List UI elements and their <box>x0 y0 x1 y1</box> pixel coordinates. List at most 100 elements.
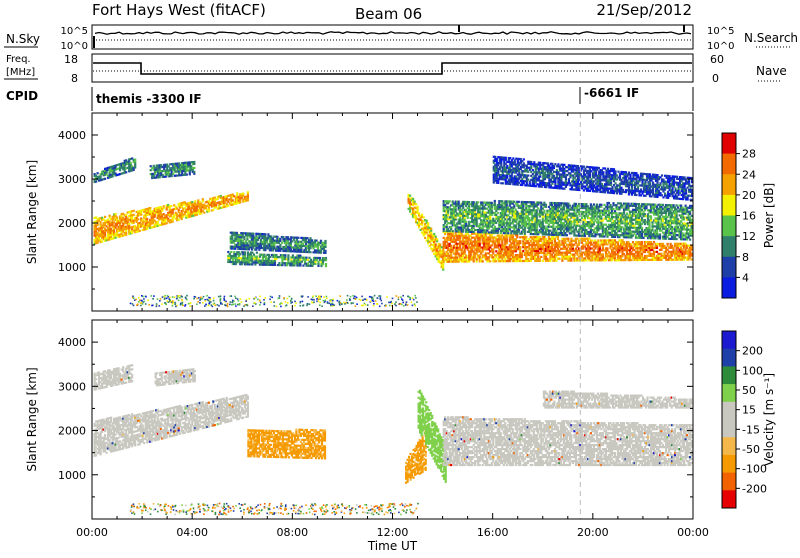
power-pixel <box>273 244 275 246</box>
power-pixel <box>551 204 553 206</box>
power-pixel <box>641 243 643 245</box>
power-pixel <box>623 253 625 255</box>
power-pixel <box>479 239 481 241</box>
power-pixel <box>473 260 475 262</box>
power-pixel <box>575 227 577 229</box>
power-pixel <box>606 243 608 245</box>
power-pixel <box>539 236 541 238</box>
power-pixel <box>494 204 496 206</box>
power-pixel <box>506 238 508 240</box>
power-pixel <box>130 162 132 164</box>
power-pixel <box>446 216 448 218</box>
power-pixel <box>570 238 572 240</box>
power-pixel <box>483 219 485 221</box>
power-pixel <box>247 195 249 197</box>
power-pixel <box>563 206 565 208</box>
power-pixel <box>518 223 520 225</box>
power-pixel <box>467 241 469 243</box>
power-pixel <box>573 244 575 246</box>
power-pixel <box>491 206 493 208</box>
power-pixel <box>543 236 545 238</box>
power-pixel <box>576 254 578 256</box>
power-pixel <box>650 241 652 243</box>
power-pixel <box>125 232 127 234</box>
power-pixel <box>605 218 607 220</box>
power-pixel <box>608 210 610 212</box>
power-pixel <box>543 212 545 214</box>
power-pixel <box>525 203 527 205</box>
power-pixel <box>250 253 252 255</box>
power-pixel <box>546 212 548 214</box>
power-pixel <box>442 269 444 271</box>
power-pixel <box>455 207 457 209</box>
power-pixel <box>623 241 625 243</box>
power-pixel <box>605 228 607 230</box>
power-pixel <box>594 219 596 221</box>
power-pixel <box>581 231 583 233</box>
power-pixel <box>573 209 575 211</box>
power-pixel <box>310 259 312 261</box>
power-pixel <box>609 247 611 249</box>
power-pixel <box>651 249 653 251</box>
power-pixel <box>570 224 572 226</box>
power-pixel <box>593 217 595 219</box>
power-pixel <box>476 203 478 205</box>
power-pixel <box>608 216 610 218</box>
power-pixel <box>486 220 488 222</box>
power-pixel <box>202 198 204 200</box>
power-pixel <box>479 217 481 219</box>
power-pixel <box>572 248 574 250</box>
power-pixel <box>235 255 237 257</box>
power-pixel <box>452 249 454 251</box>
power-pixel <box>519 242 521 244</box>
power-pixel <box>258 237 260 239</box>
power-pixel <box>464 249 466 251</box>
power-pixel <box>602 253 604 255</box>
power-pixel <box>641 241 643 243</box>
power-pixel <box>525 236 527 238</box>
power-pixel <box>513 228 515 230</box>
power-pixel <box>172 219 174 221</box>
power-pixel <box>467 215 469 217</box>
power-pixel <box>582 221 584 223</box>
power-pixel <box>612 208 614 210</box>
power-pixel <box>501 234 503 236</box>
power-pixel <box>602 245 604 247</box>
power-pixel <box>272 238 274 240</box>
power-pixel <box>319 257 321 259</box>
power-pixel <box>109 215 111 217</box>
power-pixel <box>476 221 478 223</box>
power-pixel <box>603 214 605 216</box>
power-pixel <box>531 211 533 213</box>
power-pixel <box>584 240 586 242</box>
power-pixel <box>150 169 152 171</box>
power-pixel <box>522 215 524 217</box>
power-pixel <box>476 223 478 225</box>
power-pixel <box>162 174 164 176</box>
power-pixel <box>165 176 167 178</box>
power-pixel <box>458 253 460 255</box>
power-pixel <box>284 254 286 256</box>
power-pixel <box>239 253 241 255</box>
power-pixel <box>519 240 521 242</box>
power-pixel <box>506 220 508 222</box>
power-pixel <box>459 239 461 241</box>
power-pixel <box>603 204 605 206</box>
power-pixel <box>181 218 183 220</box>
power-pixel <box>667 249 669 251</box>
power-pixel <box>682 249 684 251</box>
power-pixel <box>325 265 327 267</box>
power-pixel <box>134 160 136 162</box>
power-pixel <box>453 220 455 222</box>
power-pixel <box>615 212 617 214</box>
power-pixel <box>491 254 493 256</box>
power-pixel <box>182 216 184 218</box>
power-pixel <box>178 209 180 211</box>
power-pixel <box>561 228 563 230</box>
power-pixel <box>467 233 469 235</box>
power-pixel <box>515 209 517 211</box>
power-pixel <box>522 250 524 252</box>
power-pixel <box>299 255 301 257</box>
